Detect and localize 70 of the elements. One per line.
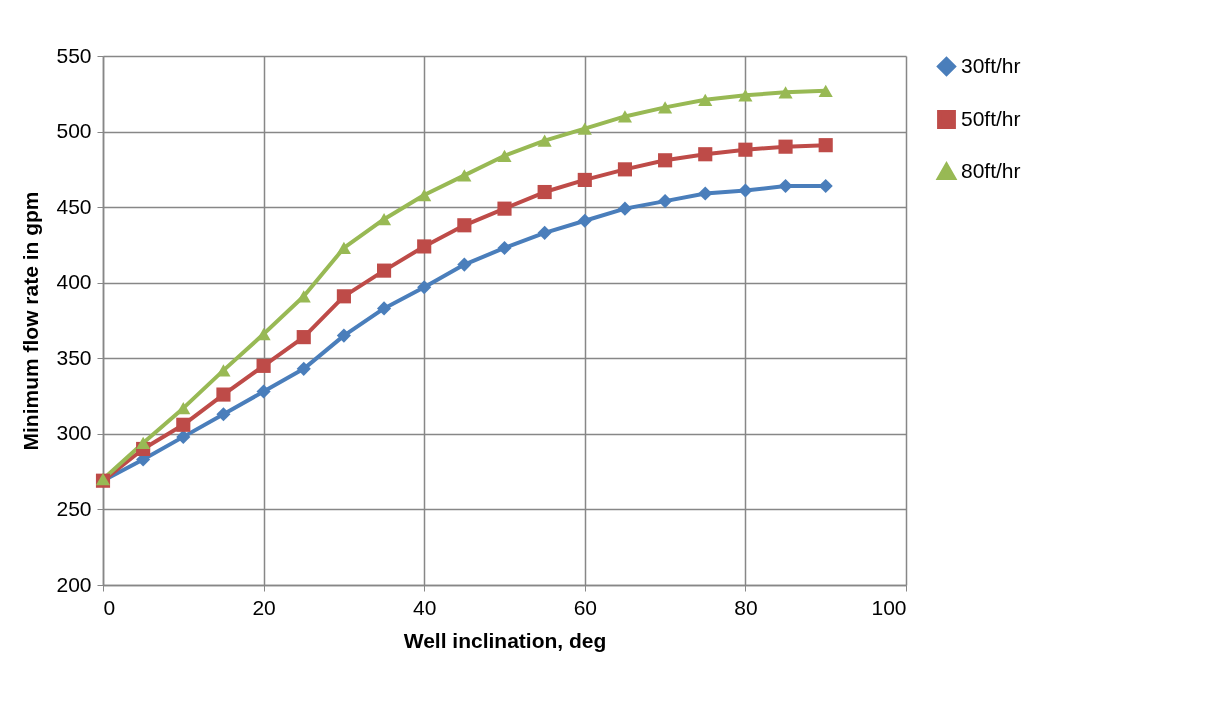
y-tick-label: 250 xyxy=(56,496,92,520)
y-tick-label: 400 xyxy=(56,270,92,294)
point xyxy=(256,384,271,399)
y-axis-title: Minimum flow rate in gpm xyxy=(19,191,43,451)
point xyxy=(336,328,351,343)
point xyxy=(617,162,633,177)
x-axis-title: Well inclination, deg xyxy=(403,628,607,652)
point xyxy=(417,280,432,295)
y-tick-label: 350 xyxy=(56,345,92,369)
point xyxy=(176,417,191,432)
point xyxy=(778,139,793,154)
point xyxy=(658,101,673,114)
point xyxy=(336,289,351,304)
point xyxy=(296,290,311,303)
point xyxy=(658,194,673,209)
point xyxy=(818,178,833,194)
x-tick-label: 80 xyxy=(734,595,758,619)
legend-label: 50ft/hr xyxy=(961,106,1021,130)
point xyxy=(738,183,753,198)
point xyxy=(577,122,592,135)
point xyxy=(376,213,392,226)
point xyxy=(537,225,552,240)
point xyxy=(336,241,351,255)
point xyxy=(497,149,512,162)
point xyxy=(778,178,793,194)
point xyxy=(296,330,311,345)
point xyxy=(216,407,231,422)
point xyxy=(136,436,151,450)
point xyxy=(417,188,432,202)
y-tick-label: 450 xyxy=(56,194,92,218)
legend-label: 80ft/hr xyxy=(961,158,1021,182)
point xyxy=(818,138,833,153)
point xyxy=(457,169,472,182)
point xyxy=(176,429,191,444)
point xyxy=(417,239,432,254)
y-tick-label: 550 xyxy=(56,43,92,67)
point xyxy=(376,301,392,316)
point xyxy=(778,86,793,99)
point xyxy=(738,89,753,102)
point xyxy=(537,184,552,200)
point xyxy=(457,257,472,272)
point xyxy=(176,402,191,415)
point xyxy=(376,263,392,278)
point xyxy=(497,201,512,216)
x-tick-label: 20 xyxy=(252,595,276,619)
point xyxy=(256,358,271,373)
point xyxy=(658,153,673,168)
y-tick-label: 500 xyxy=(56,119,92,143)
point xyxy=(457,218,472,233)
x-tick-label: 0 xyxy=(103,595,116,619)
x-tick-label: 60 xyxy=(573,595,597,619)
point xyxy=(577,213,592,228)
y-tick-label: 300 xyxy=(56,421,92,445)
point xyxy=(216,387,231,402)
legend-label: 30ft/hr xyxy=(961,53,1021,77)
point xyxy=(216,364,231,377)
point xyxy=(738,142,753,157)
x-tick-label: 40 xyxy=(413,595,437,619)
point xyxy=(617,110,633,123)
point xyxy=(698,147,713,162)
point xyxy=(577,172,592,188)
point xyxy=(818,84,833,97)
x-tick-label: 100 xyxy=(871,595,907,619)
point xyxy=(617,201,633,216)
point xyxy=(698,93,713,106)
y-tick-label: 200 xyxy=(56,572,92,596)
point xyxy=(296,361,311,376)
point xyxy=(537,134,552,147)
point xyxy=(497,240,512,256)
point xyxy=(698,186,713,201)
